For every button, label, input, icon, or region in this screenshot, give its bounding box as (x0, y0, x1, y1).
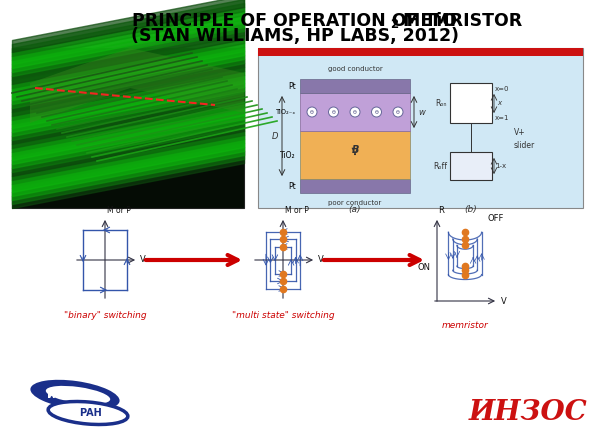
Text: РАН: РАН (79, 408, 102, 418)
Bar (300, 179, 410, 193)
Text: 2: 2 (391, 18, 398, 31)
Bar (300, 93, 410, 131)
Text: (STAN WILLIAMS, HP LABS, 2012): (STAN WILLIAMS, HP LABS, 2012) (131, 27, 459, 45)
Text: Pt: Pt (288, 182, 296, 190)
Circle shape (350, 107, 360, 117)
Text: θ: θ (375, 109, 378, 114)
Text: PRINCIPLE OF OPERATION OF TiO: PRINCIPLE OF OPERATION OF TiO (132, 12, 457, 30)
Text: M or P: M or P (107, 206, 131, 215)
Text: θ: θ (396, 109, 400, 114)
Text: memristor: memristor (441, 322, 488, 330)
Circle shape (372, 107, 382, 117)
Circle shape (393, 107, 403, 117)
Text: x=0: x=0 (495, 86, 509, 92)
Text: x=1: x=1 (495, 115, 509, 121)
Text: D: D (271, 132, 278, 140)
Text: B: B (351, 144, 359, 155)
Text: V: V (140, 256, 146, 264)
Ellipse shape (30, 380, 119, 410)
Text: ИНЗОС: ИНЗОС (469, 400, 587, 427)
Text: (b): (b) (465, 205, 478, 214)
Text: "multi state" switching: "multi state" switching (232, 311, 335, 320)
Text: ИПХФ: ИПХФ (47, 390, 83, 400)
Bar (300, 131, 410, 179)
Text: M or P: M or P (285, 206, 309, 215)
Ellipse shape (46, 386, 110, 404)
Text: Rₒₙ: Rₒₙ (436, 98, 447, 108)
Bar (258, 48, 583, 208)
Bar (12, 48, 244, 208)
Text: Rₒff: Rₒff (433, 162, 447, 171)
Text: 1-x: 1-x (495, 163, 506, 169)
Text: V: V (318, 256, 324, 264)
Text: θ: θ (310, 109, 314, 114)
Text: MEMRISTOR: MEMRISTOR (397, 12, 522, 30)
Bar (258, 48, 583, 56)
Text: ON: ON (417, 264, 430, 272)
Text: "binary" switching: "binary" switching (64, 311, 147, 320)
Text: V+: V+ (514, 128, 525, 137)
Text: θ: θ (332, 109, 336, 114)
Text: (a): (a) (349, 205, 361, 214)
Text: x: x (497, 100, 501, 106)
Bar (300, 79, 410, 93)
Text: slider: slider (514, 141, 535, 150)
Circle shape (329, 107, 339, 117)
Text: R: R (438, 206, 444, 215)
Text: TiO₂: TiO₂ (280, 151, 296, 159)
Text: OFF: OFF (488, 214, 504, 223)
Polygon shape (30, 48, 244, 123)
Bar (450, 83, 492, 123)
Text: good conductor: good conductor (327, 66, 382, 72)
Text: TiO₂₋ₓ: TiO₂₋ₓ (276, 109, 296, 115)
Text: Pt: Pt (288, 82, 296, 90)
Text: w: w (418, 108, 425, 117)
Text: θ: θ (353, 109, 357, 114)
Circle shape (307, 107, 317, 117)
Text: poor conductor: poor conductor (329, 200, 382, 206)
Text: V: V (501, 296, 506, 306)
Ellipse shape (48, 401, 128, 424)
Bar (450, 152, 492, 180)
